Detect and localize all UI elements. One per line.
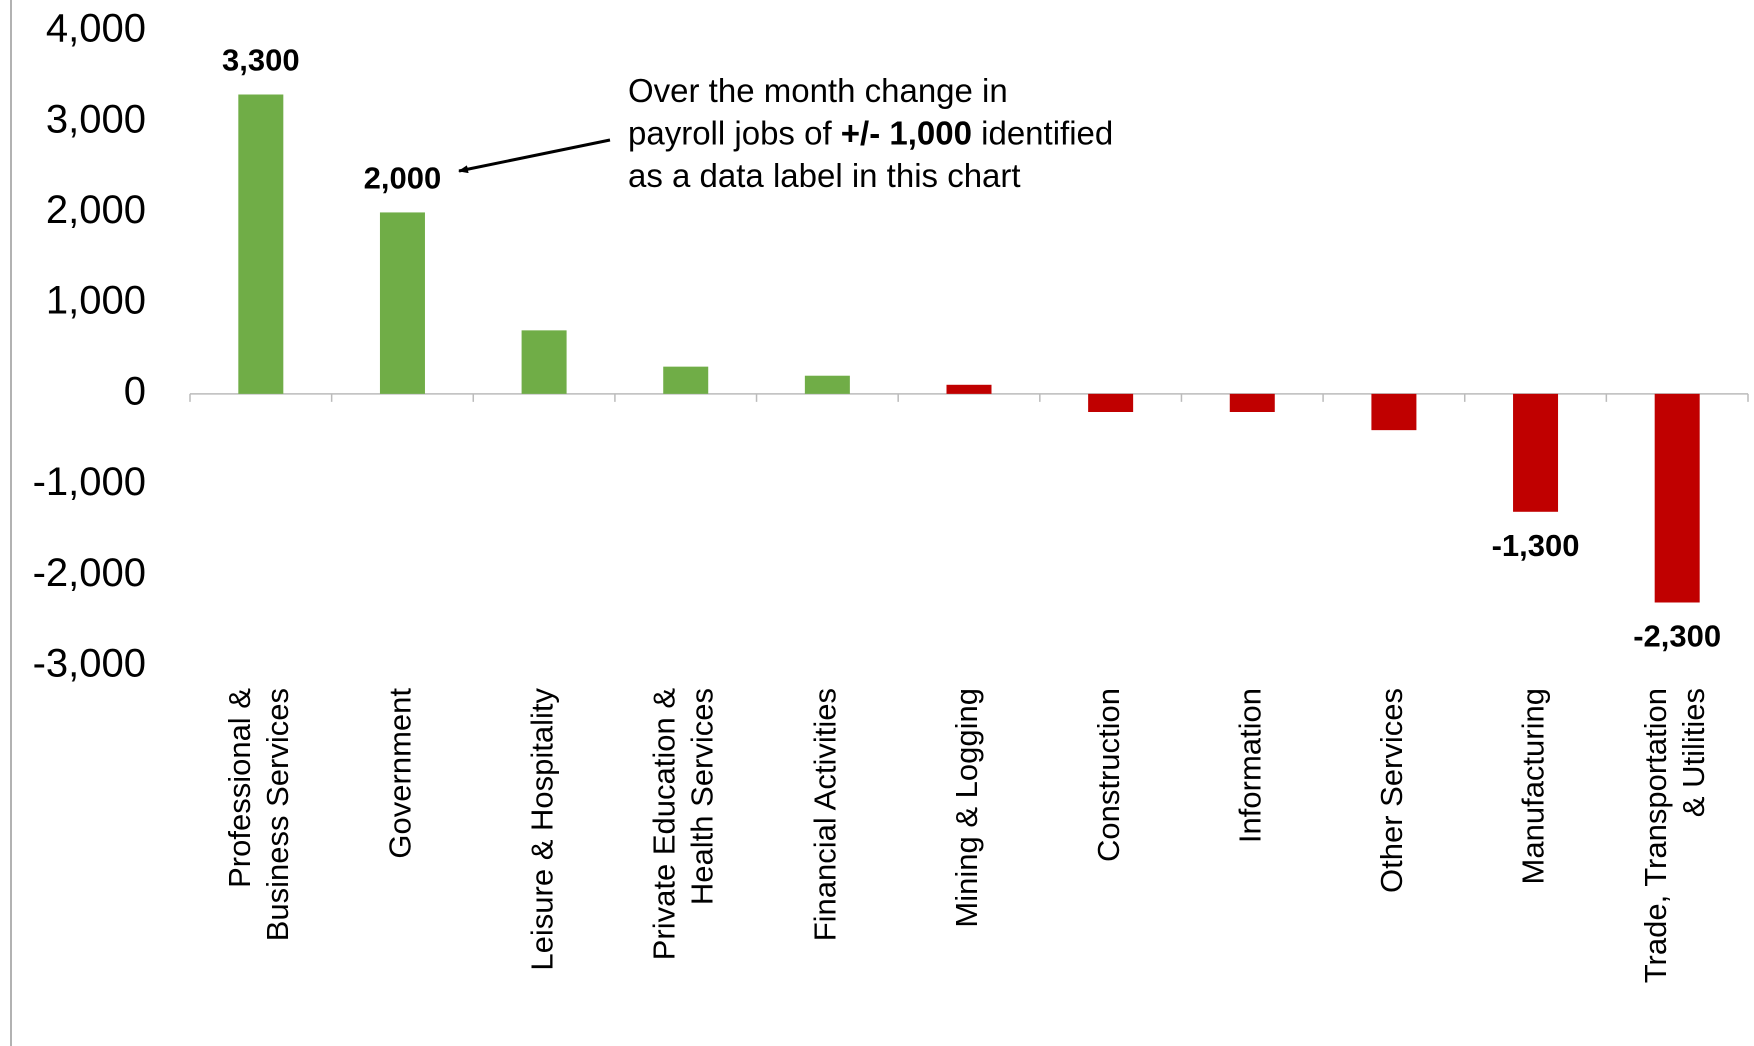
bar [1513,393,1559,512]
data-label: 3,300 [222,43,300,78]
annotation-text: payroll jobs of [628,114,841,151]
x-tick-label: Construction [1091,688,1126,862]
annotation-line: as a data label in this chart [628,157,1021,194]
bar [804,375,850,394]
data-label: -1,300 [1492,528,1580,563]
annotation-text: identified [972,114,1113,151]
x-tick-label: Leisure & Hospitality [524,688,559,971]
annotation-line: Over the month change in [628,72,1008,109]
annotation-text: as a data label in this chart [628,157,1021,194]
bar [1654,393,1700,603]
x-tick-label: Information [1232,688,1267,843]
bar [1371,393,1417,431]
y-tick-label: 0 [124,369,146,413]
bar [379,212,425,394]
bar [663,366,709,394]
y-tick-label: 4,000 [46,7,146,51]
data-label: 2,000 [364,161,442,196]
y-tick-label: 2,000 [46,188,146,232]
bar [1229,393,1275,412]
x-tick-label: Manufacturing [1516,688,1551,884]
bar [238,94,284,394]
data-label: -2,300 [1633,619,1721,654]
bar [1088,393,1134,412]
bar [521,330,567,394]
y-tick-label: -3,000 [33,642,146,686]
y-tick-label: 1,000 [46,279,146,323]
x-tick-label: Financial Activities [808,688,843,941]
y-tick-label: -2,000 [33,551,146,595]
x-tick-label: Trade, Transportation& Utilities [1638,688,1711,983]
y-tick-label: -1,000 [33,460,146,504]
x-tick-label: Professional &Business Services [222,688,295,942]
x-tick-label: Private Education &Health Services [647,688,720,961]
annotation-text: Over the month change in [628,72,1008,109]
annotation-arrow [458,138,611,174]
bar [946,384,992,394]
y-tick-label: 3,000 [46,97,146,141]
x-tick-label: Government [383,688,418,859]
x-tick-label: Mining & Logging [949,688,984,928]
annotation-line: payroll jobs of +/- 1,000 identified [628,114,1113,151]
annotation-text: +/- 1,000 [841,114,972,151]
x-tick-label: Other Services [1374,688,1409,893]
